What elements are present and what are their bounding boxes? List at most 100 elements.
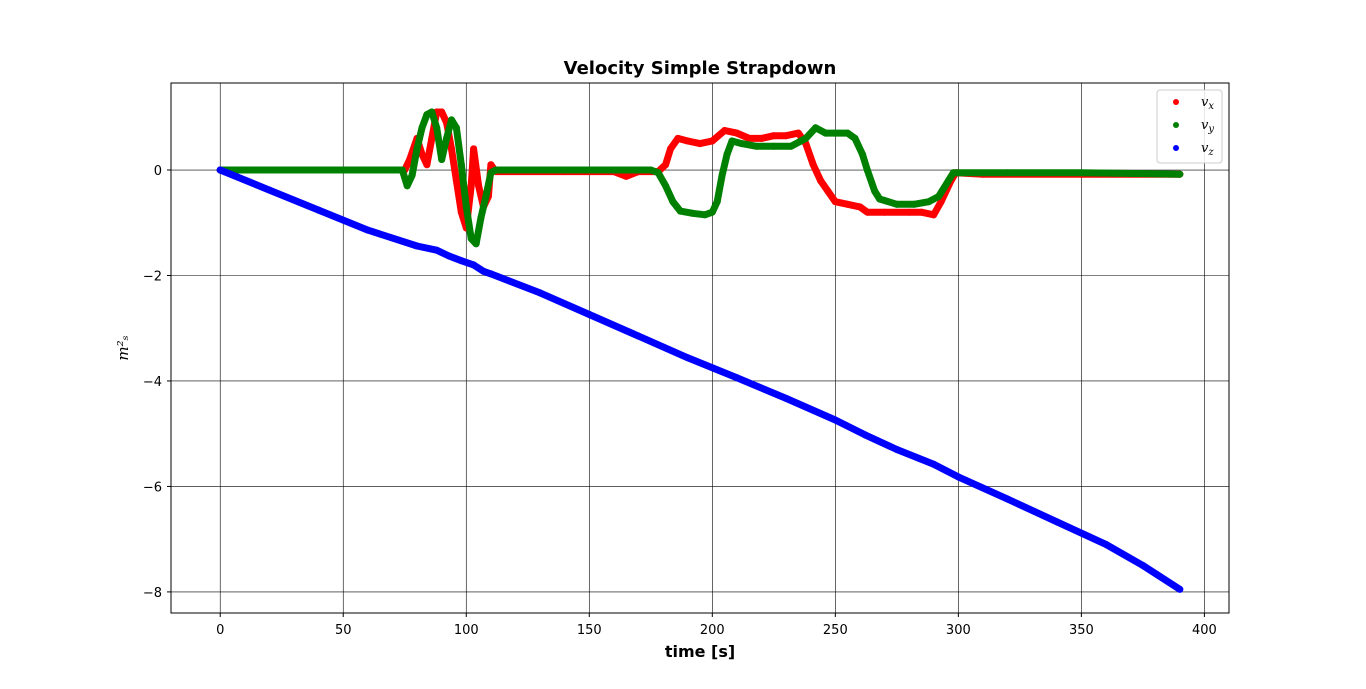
point-vy [438, 156, 446, 163]
point-vz [1004, 495, 1012, 503]
point-vx [428, 134, 436, 142]
point-vy [770, 142, 778, 150]
point-vy [844, 129, 852, 137]
point-vy [708, 208, 716, 216]
y-tick-label: −2 [143, 269, 162, 284]
y-tick-label: −4 [143, 375, 162, 390]
point-vy [443, 134, 451, 142]
point-vx [930, 211, 938, 219]
point-vy [863, 166, 871, 174]
point-vx [809, 161, 817, 169]
x-tick-label: 300 [946, 623, 971, 638]
legend-marker-vz [1173, 145, 1179, 151]
point-vz [893, 446, 901, 453]
point-vy [467, 235, 475, 243]
point-vx [662, 161, 670, 169]
point-vy [871, 187, 879, 195]
x-tick-label: 200 [700, 623, 725, 638]
point-vy [949, 169, 957, 177]
point-vy [876, 195, 884, 203]
point-vy [701, 211, 709, 219]
point-vx [745, 134, 753, 142]
point-vy [851, 134, 859, 142]
point-vy [802, 134, 810, 142]
point-vx [721, 127, 729, 134]
point-vy [738, 140, 746, 148]
point-vx [758, 134, 765, 142]
point-vy [647, 166, 655, 174]
point-vy [654, 169, 662, 177]
chart-title: Velocity Simple Strapdown [564, 58, 837, 79]
grid-lines [171, 83, 1229, 613]
point-vx [708, 137, 716, 145]
point-vz [445, 252, 453, 260]
point-vy [945, 177, 952, 185]
point-vy [925, 198, 933, 206]
point-vy [462, 203, 470, 211]
point-vy [723, 150, 731, 158]
x-axis-label: time [s] [665, 642, 735, 661]
point-vz [861, 431, 869, 439]
point-vx [733, 129, 741, 137]
plot-frame [170, 82, 1230, 614]
point-vy [492, 166, 500, 174]
point-vx [831, 198, 839, 206]
point-vz [413, 242, 421, 250]
point-vz [1176, 585, 1184, 593]
series-layer [216, 108, 1184, 593]
point-vx [770, 132, 778, 140]
point-vz [831, 416, 839, 424]
point-vy [910, 200, 918, 208]
point-vy [482, 192, 490, 200]
point-vx [824, 187, 832, 195]
point-vx [622, 172, 630, 180]
point-vy [477, 214, 485, 221]
point-vz [635, 332, 642, 340]
point-vx [470, 145, 478, 153]
point-vx [863, 208, 871, 216]
point-vx [674, 134, 682, 142]
point-vz [782, 394, 790, 402]
point-vy [610, 166, 618, 174]
point-vx [782, 132, 790, 140]
x-tick-label: 250 [823, 623, 848, 638]
point-vz [364, 226, 372, 234]
point-vz [265, 186, 273, 194]
legend-box [1156, 89, 1223, 164]
point-vz [733, 374, 741, 382]
point-vz [585, 311, 593, 318]
point-vy [1077, 169, 1085, 177]
point-vy [676, 207, 684, 215]
point-vy [403, 182, 411, 190]
point-vz [470, 261, 478, 269]
point-vy [753, 142, 761, 150]
point-vz [536, 289, 544, 297]
legend-label-vx: vx [1201, 95, 1214, 112]
point-vx [438, 108, 446, 116]
point-vx [856, 203, 864, 211]
point-vx [487, 161, 495, 169]
point-vy [689, 209, 697, 217]
point-vx [844, 200, 852, 208]
point-vx [917, 208, 925, 216]
point-vy [408, 171, 416, 179]
legend: vx vy vz [1156, 89, 1223, 164]
y-axis-label: m²ₛ [114, 335, 132, 360]
point-vx [418, 150, 426, 158]
point-vy [398, 166, 406, 174]
legend-marker-vy [1173, 122, 1179, 128]
point-vy [413, 145, 421, 153]
point-vx [667, 145, 674, 153]
point-vx [696, 140, 704, 148]
point-vy [561, 166, 569, 174]
point-vz [930, 460, 938, 468]
series-vy [216, 108, 1184, 248]
point-vy [858, 150, 866, 158]
point-vx [905, 208, 913, 216]
point-vy [718, 171, 726, 179]
y-tick-label: −8 [143, 586, 162, 601]
point-vy [728, 137, 736, 145]
point-vy [433, 124, 441, 132]
point-vy [1176, 170, 1184, 178]
